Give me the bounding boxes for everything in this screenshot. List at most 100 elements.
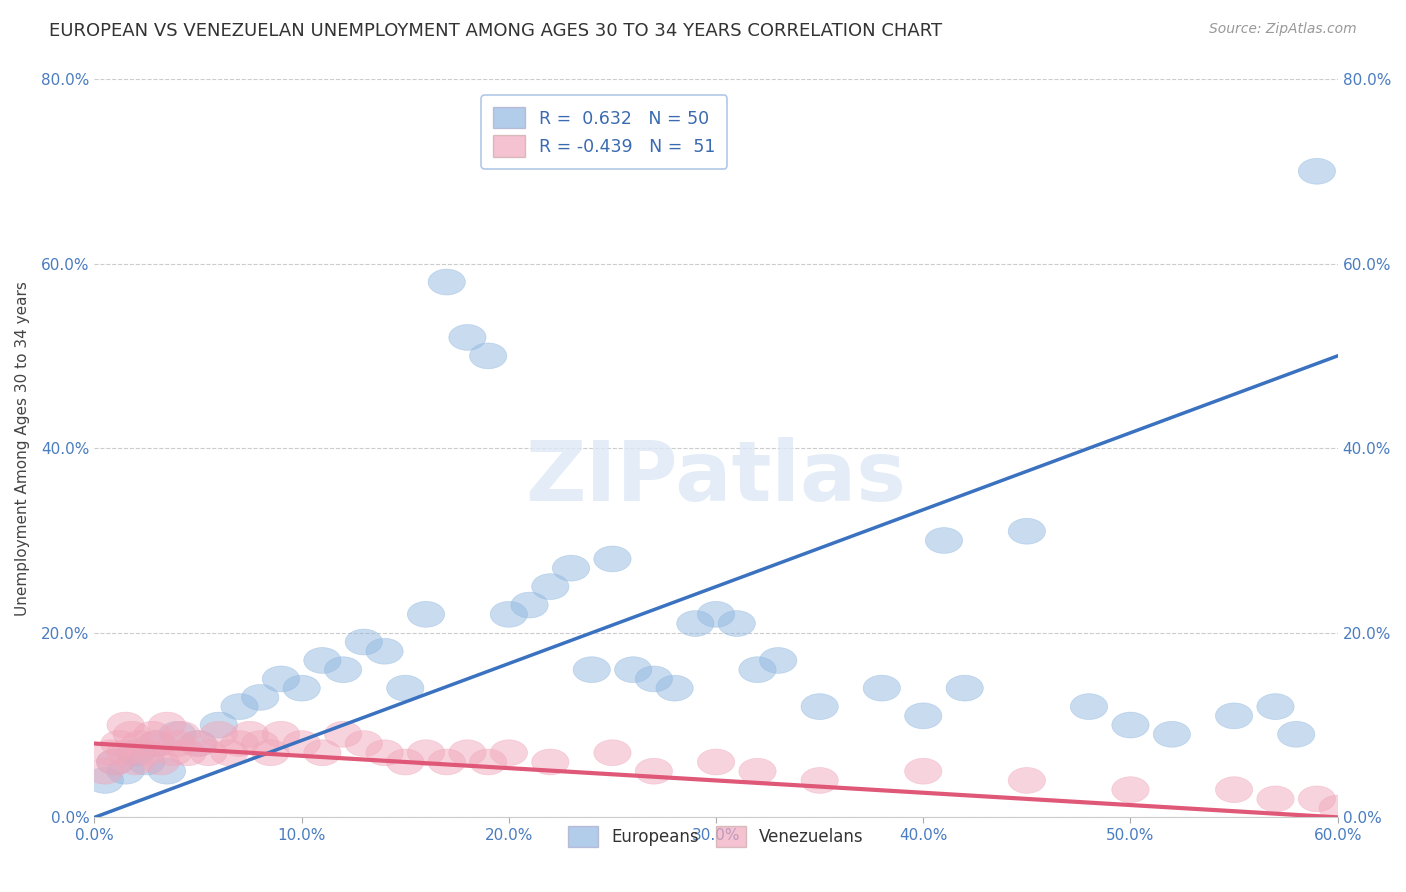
Ellipse shape xyxy=(138,731,176,756)
Ellipse shape xyxy=(283,731,321,756)
Ellipse shape xyxy=(1319,795,1357,821)
Legend: Europeans, Venezuelans: Europeans, Venezuelans xyxy=(561,820,870,854)
Ellipse shape xyxy=(346,629,382,655)
Y-axis label: Unemployment Among Ages 30 to 34 years: Unemployment Among Ages 30 to 34 years xyxy=(15,281,30,615)
Ellipse shape xyxy=(200,722,238,747)
Ellipse shape xyxy=(801,767,838,793)
Ellipse shape xyxy=(593,546,631,572)
Ellipse shape xyxy=(510,592,548,618)
Ellipse shape xyxy=(190,739,228,765)
Ellipse shape xyxy=(387,675,425,701)
Text: ZIPatlas: ZIPatlas xyxy=(526,437,907,518)
Ellipse shape xyxy=(86,758,124,784)
Ellipse shape xyxy=(697,601,735,627)
Ellipse shape xyxy=(1070,694,1108,720)
Ellipse shape xyxy=(138,731,176,756)
Ellipse shape xyxy=(904,703,942,729)
Ellipse shape xyxy=(387,749,425,775)
Ellipse shape xyxy=(200,712,238,738)
Ellipse shape xyxy=(242,684,278,710)
Ellipse shape xyxy=(718,611,755,637)
Ellipse shape xyxy=(1112,712,1149,738)
Ellipse shape xyxy=(449,739,486,765)
Ellipse shape xyxy=(93,739,129,765)
Ellipse shape xyxy=(470,343,506,368)
Ellipse shape xyxy=(221,731,259,756)
Ellipse shape xyxy=(263,666,299,692)
Ellipse shape xyxy=(1257,694,1294,720)
Ellipse shape xyxy=(107,758,145,784)
Ellipse shape xyxy=(107,712,145,738)
Ellipse shape xyxy=(180,731,217,756)
Ellipse shape xyxy=(697,749,735,775)
Ellipse shape xyxy=(159,731,195,756)
Ellipse shape xyxy=(408,601,444,627)
Ellipse shape xyxy=(1008,767,1046,793)
Ellipse shape xyxy=(242,731,278,756)
Ellipse shape xyxy=(149,758,186,784)
Ellipse shape xyxy=(169,739,207,765)
Ellipse shape xyxy=(657,675,693,701)
Ellipse shape xyxy=(346,731,382,756)
Ellipse shape xyxy=(97,749,134,775)
Ellipse shape xyxy=(304,739,342,765)
Ellipse shape xyxy=(614,657,652,682)
Ellipse shape xyxy=(263,722,299,747)
Ellipse shape xyxy=(801,694,838,720)
Ellipse shape xyxy=(366,739,404,765)
Ellipse shape xyxy=(1298,159,1336,185)
Ellipse shape xyxy=(159,722,195,747)
Ellipse shape xyxy=(759,648,797,673)
Ellipse shape xyxy=(121,731,159,756)
Ellipse shape xyxy=(283,675,321,701)
Ellipse shape xyxy=(408,739,444,765)
Ellipse shape xyxy=(1298,786,1336,812)
Ellipse shape xyxy=(304,648,342,673)
Ellipse shape xyxy=(1153,722,1191,747)
Ellipse shape xyxy=(101,731,138,756)
Ellipse shape xyxy=(112,722,150,747)
Ellipse shape xyxy=(107,739,145,765)
Ellipse shape xyxy=(97,749,134,775)
Ellipse shape xyxy=(531,749,569,775)
Ellipse shape xyxy=(491,601,527,627)
Ellipse shape xyxy=(1257,786,1294,812)
Ellipse shape xyxy=(180,731,217,756)
Ellipse shape xyxy=(252,739,290,765)
Ellipse shape xyxy=(636,666,672,692)
Text: Source: ZipAtlas.com: Source: ZipAtlas.com xyxy=(1209,22,1357,37)
Ellipse shape xyxy=(155,739,191,765)
Ellipse shape xyxy=(134,722,172,747)
Ellipse shape xyxy=(1215,777,1253,803)
Ellipse shape xyxy=(946,675,983,701)
Ellipse shape xyxy=(128,749,165,775)
Ellipse shape xyxy=(738,758,776,784)
Ellipse shape xyxy=(531,574,569,599)
Ellipse shape xyxy=(211,739,247,765)
Ellipse shape xyxy=(1215,703,1253,729)
Ellipse shape xyxy=(427,749,465,775)
Ellipse shape xyxy=(325,657,361,682)
Ellipse shape xyxy=(470,749,506,775)
Ellipse shape xyxy=(231,722,269,747)
Ellipse shape xyxy=(553,555,589,581)
Ellipse shape xyxy=(925,527,963,553)
Ellipse shape xyxy=(574,657,610,682)
Ellipse shape xyxy=(1278,722,1315,747)
Ellipse shape xyxy=(366,639,404,665)
Ellipse shape xyxy=(149,712,186,738)
Ellipse shape xyxy=(128,739,165,765)
Ellipse shape xyxy=(1008,518,1046,544)
Ellipse shape xyxy=(117,739,155,765)
Ellipse shape xyxy=(142,749,180,775)
Ellipse shape xyxy=(904,758,942,784)
Ellipse shape xyxy=(593,739,631,765)
Ellipse shape xyxy=(738,657,776,682)
Ellipse shape xyxy=(221,694,259,720)
Ellipse shape xyxy=(325,722,361,747)
Ellipse shape xyxy=(636,758,672,784)
Ellipse shape xyxy=(491,739,527,765)
Ellipse shape xyxy=(863,675,900,701)
Ellipse shape xyxy=(676,611,714,637)
Ellipse shape xyxy=(86,767,124,793)
